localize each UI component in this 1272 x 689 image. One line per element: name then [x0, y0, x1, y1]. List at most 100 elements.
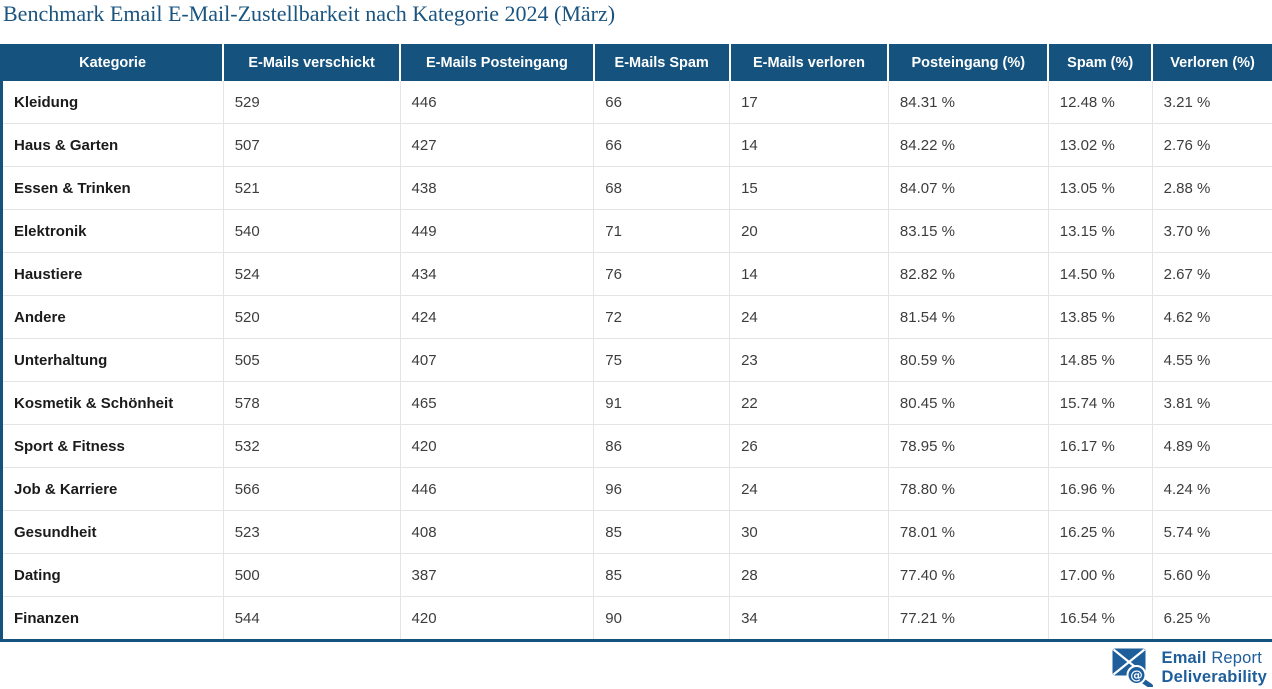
cell-value: 76 — [593, 252, 730, 296]
cell-value: 566 — [222, 467, 401, 511]
cell-value: 72 — [593, 295, 730, 339]
envelope-magnifier-icon: @ — [1112, 648, 1154, 687]
cell-value: 22 — [729, 381, 889, 425]
cell-value: 91 — [593, 381, 730, 425]
table-header-row: Kategorie E-Mails verschickt E-Mails Poste… — [1, 44, 1272, 81]
cell-value: 3.81 % — [1151, 381, 1272, 425]
cell-kategorie: Kleidung — [14, 93, 79, 111]
logo-text-report: Report — [1211, 648, 1263, 667]
cell-kategorie: Elektronik — [1, 209, 224, 253]
table-body: Kleidung 529 446 66 17 84.31 % 12.48 % 3.21 % Ha… — [1, 81, 1272, 642]
cell-value: 71 — [593, 209, 730, 253]
cell-value: 4.89 % — [1151, 424, 1272, 468]
cell-value: 4.55 % — [1151, 338, 1272, 382]
cell-kategorie: Job & Karriere — [1, 467, 224, 511]
column-header: E-Mails Spam — [592, 44, 730, 81]
cell-value: 78.80 % — [887, 467, 1049, 511]
cell-value: 387 — [399, 553, 594, 597]
cell-value: 520 — [222, 295, 401, 339]
cell-value: 84.07 % — [887, 166, 1049, 210]
cell-value: 521 — [222, 166, 401, 210]
cell-value: 507 — [222, 123, 401, 167]
column-header: Spam (%) — [1047, 44, 1153, 81]
cell-kategorie: Gesundheit — [1, 510, 224, 554]
cell-value: 83.15 % — [887, 209, 1049, 253]
cell-value: 446 — [399, 467, 594, 511]
table-row: Haus & Garten 507 427 66 14 84.22 % 13.02 % 2.7… — [1, 123, 1272, 167]
cell-value: 532 — [222, 424, 401, 468]
cell-value: 424 — [399, 295, 594, 339]
cell-kategorie: Haus & Garten — [1, 123, 224, 167]
svg-text:@: @ — [1131, 668, 1144, 683]
cell-value: 578 — [222, 381, 401, 425]
table-row: Unterhaltung 505 407 75 23 80.59 % 14.85 % 4.55… — [1, 338, 1272, 382]
cell-value: 16.54 % — [1047, 596, 1153, 642]
table-row: Job & Karriere 566 446 96 24 78.80 % 16.96 % 4.… — [1, 467, 1272, 511]
cell-value: 14.85 % — [1047, 338, 1153, 382]
cell-value: 2.88 % — [1151, 166, 1272, 210]
cell-value: 77.40 % — [887, 553, 1049, 597]
table-row: Kosmetik & Schönheit 578 465 91 22 80.45 % 15.… — [1, 381, 1272, 425]
cell-kategorie: Dating — [1, 553, 224, 597]
cell-value: 84.22 % — [887, 123, 1049, 167]
cell-kategorie: Kosmetik & Schönheit — [1, 381, 224, 425]
cell-value: 66 — [593, 81, 730, 124]
cell-value: 3.70 % — [1151, 209, 1272, 253]
cell-kategorie: Haustiere — [1, 252, 224, 296]
cell-value: 17 — [729, 81, 889, 124]
table-row: Dating 500 387 85 28 77.40 % 17.00 % 5.60 % — [1, 553, 1272, 597]
cell-value: 420 — [399, 596, 594, 642]
table-row: Haustiere 524 434 76 14 82.82 % 14.50 % 2.67 % — [1, 252, 1272, 296]
column-header: E-Mails verloren — [728, 44, 889, 81]
logo-text-deliverability: Deliverability — [1161, 667, 1267, 686]
cell-value: 5.60 % — [1151, 553, 1272, 597]
cell-value: 30 — [729, 510, 889, 554]
cell-value: 446 — [399, 81, 594, 124]
cell-value: 24 — [729, 295, 889, 339]
cell-value: 13.05 % — [1047, 166, 1153, 210]
cell-value: 80.59 % — [887, 338, 1049, 382]
cell-value: 78.95 % — [887, 424, 1049, 468]
cell-value: 505 — [222, 338, 401, 382]
cell-value: 14.50 % — [1047, 252, 1153, 296]
logo-line-1: Email Report — [1161, 649, 1267, 668]
column-header: Posteingang (%) — [887, 44, 1049, 81]
table-row: Sport & Fitness 532 420 86 26 78.95 % 16.17 % 4… — [1, 424, 1272, 468]
cell-value: 14 — [729, 252, 889, 296]
cell-kategorie: Essen & Trinken — [1, 166, 224, 210]
cell-value: 77.21 % — [887, 596, 1049, 642]
cell-value: 13.15 % — [1047, 209, 1153, 253]
cell-value: 78.01 % — [887, 510, 1049, 554]
cell-value: 85 — [593, 553, 730, 597]
cell-value: 3.21 % — [1151, 81, 1272, 124]
cell-value: 427 — [399, 123, 594, 167]
cell-value: 420 — [399, 424, 594, 468]
cell-value: 5.74 % — [1151, 510, 1272, 554]
page-title: Benchmark Email E-Mail-Zustellbarkeit na… — [3, 1, 616, 26]
cell-value: 96 — [593, 467, 730, 511]
table-row: Essen & Trinken 521 438 68 15 84.07 % 13.05 % 2… — [1, 166, 1272, 210]
cell-value: 80.45 % — [887, 381, 1049, 425]
cell-value: 12.48 % — [1047, 81, 1153, 124]
cell-value: 13.85 % — [1047, 295, 1153, 339]
cell-value: 24 — [729, 467, 889, 511]
cell-value: 13.02 % — [1047, 123, 1153, 167]
logo-text: Email Report Deliverability — [1161, 649, 1267, 687]
cell-value: 81.54 % — [887, 295, 1049, 339]
cell-value: 4.24 % — [1151, 467, 1272, 511]
cell-value: 20 — [729, 209, 889, 253]
cell-value: 75 — [593, 338, 730, 382]
cell-value: 540 — [222, 209, 401, 253]
table-row: Finanzen 544 420 90 34 77.21 % 16.54 % 6.25 % — [1, 596, 1272, 642]
cell-value: 14 — [729, 123, 889, 167]
cell-value: 434 — [399, 252, 594, 296]
cell-value: 529 — [222, 81, 401, 124]
cell-value: 6.25 % — [1151, 596, 1272, 642]
table-row: Andere 520 424 72 24 81.54 % 13.85 % 4.62 % — [1, 295, 1272, 339]
cell-value: 408 — [399, 510, 594, 554]
logo-text-email: Email — [1161, 648, 1207, 667]
column-header: E-Mails Posteingang — [399, 44, 594, 81]
cell-value: 449 — [399, 209, 594, 253]
cell-value: 524 — [222, 252, 401, 296]
cell-value: 544 — [222, 596, 401, 642]
